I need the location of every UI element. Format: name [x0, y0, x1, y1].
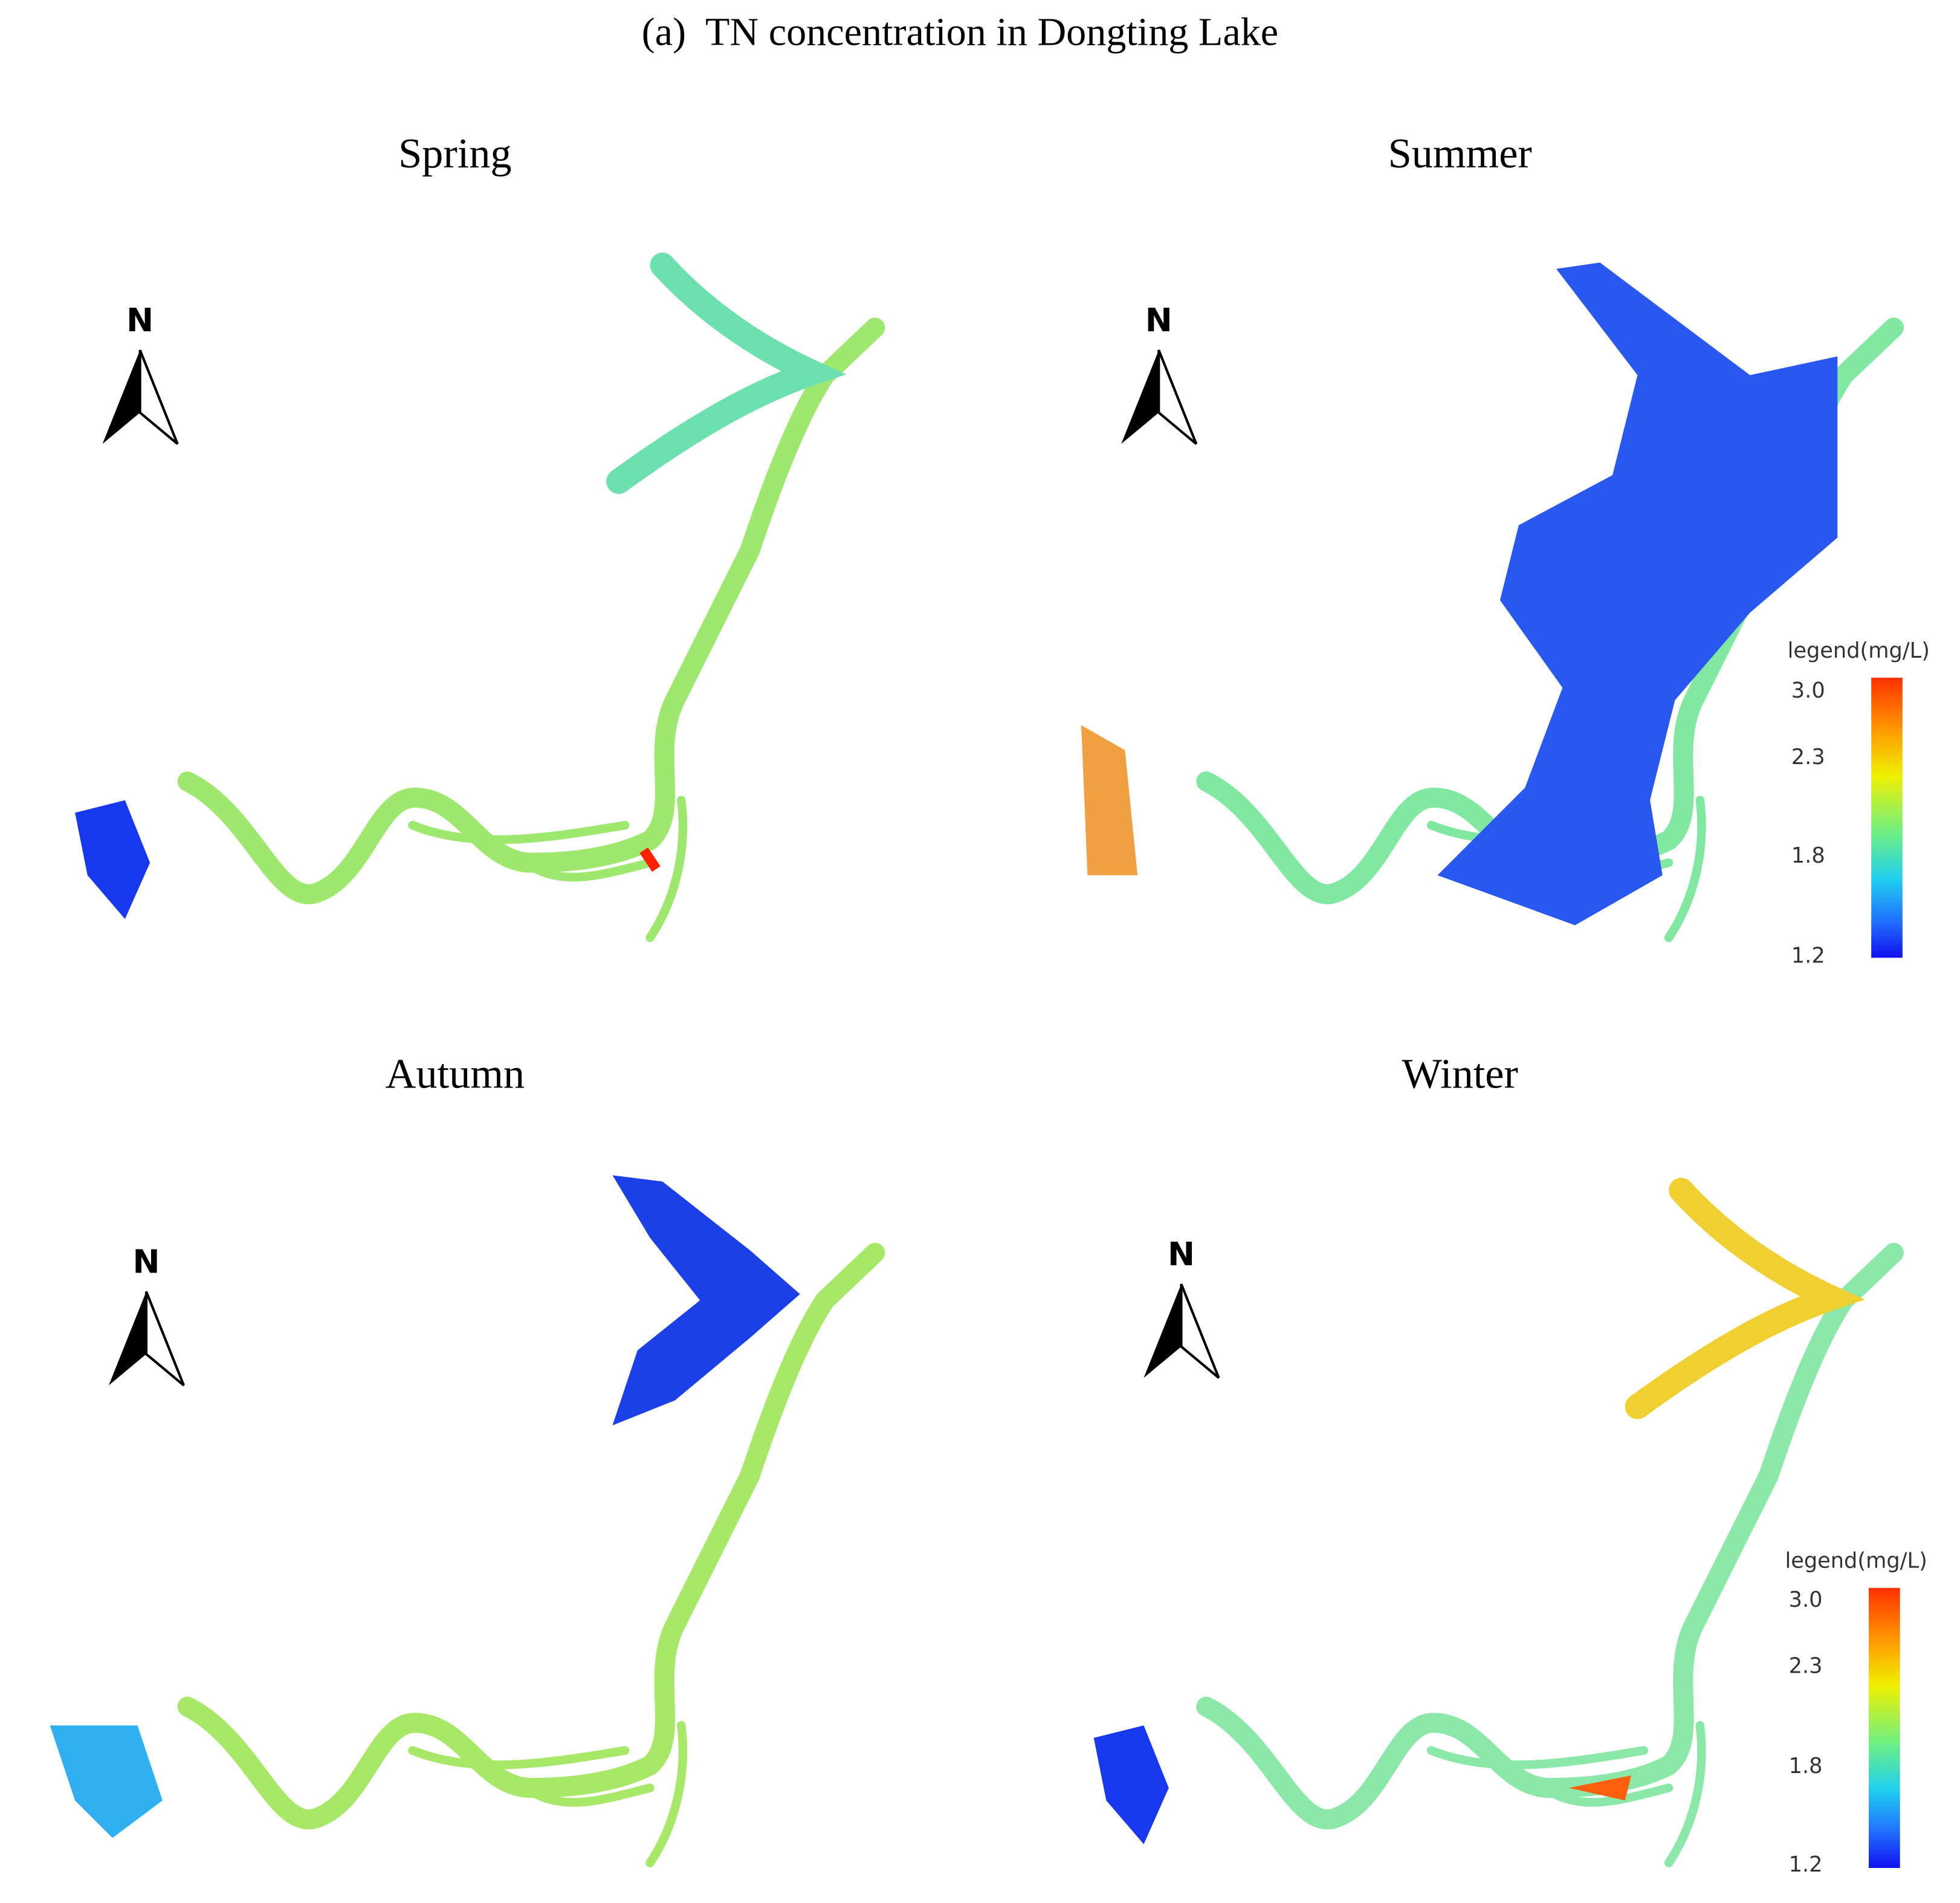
lake-map [187, 328, 875, 938]
legend: legend(mg/L) 3.0 2.3 1.8 1.2 [1788, 638, 1930, 968]
panel-title: Winter [1402, 1050, 1518, 1097]
legend-label: 1.2 [1789, 1852, 1823, 1877]
panel-autumn: Autumn N [50, 1050, 875, 1862]
north-arrow [1143, 1284, 1218, 1378]
panel-title: Autumn [386, 1050, 525, 1097]
panel-spring: Spring N [75, 130, 875, 938]
lake-map [1093, 1725, 1169, 1844]
legend-label: 2.3 [1791, 745, 1825, 770]
lake-map [612, 1175, 800, 1425]
lake-map [1568, 1775, 1632, 1801]
legend-label: 1.2 [1791, 944, 1825, 968]
north-label: N [132, 1243, 160, 1281]
legend-title: legend(mg/L) [1785, 1549, 1927, 1574]
lake-map [187, 1253, 875, 1862]
lake-map [1081, 725, 1138, 875]
legend-label: 1.8 [1791, 843, 1825, 868]
legend-label: 2.3 [1789, 1653, 1823, 1678]
panel-title: Spring [398, 130, 512, 177]
figure-title: (a) TN concentration in Dongting Lake [642, 10, 1279, 54]
panel-summer: Summer N [1081, 130, 1894, 938]
legend-title: legend(mg/L) [1788, 638, 1930, 663]
north-arrow [103, 350, 178, 444]
north-label: N [1145, 301, 1172, 339]
north-label: N [126, 301, 154, 339]
north-arrow [109, 1292, 184, 1386]
lake-map [50, 1725, 163, 1838]
legend: legend(mg/L) 3.0 2.3 1.8 1.2 [1785, 1549, 1927, 1878]
north-label: N [1168, 1235, 1195, 1273]
color-bar [1871, 678, 1903, 958]
panel-winter: Winter N [1093, 1050, 1894, 1862]
lake-map [1437, 262, 1838, 926]
lake-map [75, 800, 150, 919]
legend-label: 1.8 [1789, 1754, 1823, 1778]
panel-title: Summer [1388, 130, 1532, 177]
color-bar [1869, 1587, 1900, 1869]
north-arrow [1121, 350, 1196, 444]
legend-label: 3.0 [1789, 1587, 1823, 1612]
legend-label: 3.0 [1791, 678, 1825, 703]
lake-map [639, 847, 661, 872]
